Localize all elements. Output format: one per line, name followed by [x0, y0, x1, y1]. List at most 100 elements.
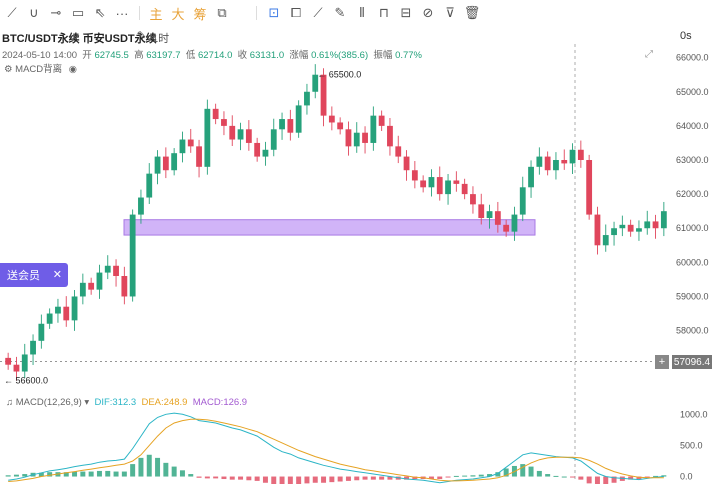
macd-histogram-bar	[611, 476, 617, 483]
macd-y-tick-label: 500.0	[680, 440, 703, 450]
macd-histogram-bar	[146, 454, 152, 477]
candle-body	[21, 354, 28, 372]
promo-label[interactable]: 送会员	[7, 270, 40, 282]
macd-legend: ♫ MACD(12,26,9) ▾ DIF:312.3 DEA:248.9 MA…	[6, 397, 247, 408]
candle-body	[644, 221, 651, 229]
macd-histogram-bar	[38, 472, 44, 477]
dropdown-icon[interactable]: ▾	[84, 397, 90, 408]
candle-body	[553, 160, 559, 171]
macd-histogram-bar	[80, 471, 86, 477]
y-tick-label: 63000.0	[676, 155, 709, 165]
clone-icon[interactable]: ⧠	[290, 5, 302, 20]
current-price-badge: 57096.4	[672, 355, 712, 369]
macd-histogram-bar	[379, 476, 385, 480]
ohlc-datetime: 2024-05-10 14:00	[2, 50, 78, 61]
macd-value: MACD:126.9	[192, 397, 248, 408]
dif-value: DIF:312.3	[94, 397, 137, 408]
macd-histogram-bar	[246, 476, 252, 481]
candle-body	[395, 146, 402, 157]
candle-body	[270, 129, 277, 150]
expand-icon[interactable]: ⤢	[645, 49, 653, 60]
high-annotation: ← 65500.0	[317, 70, 361, 80]
toolbar-divider	[256, 6, 257, 20]
eye-icon[interactable]: ◉	[68, 64, 78, 75]
rectangle-icon[interactable]: ▭	[71, 5, 85, 20]
candle-body	[212, 108, 219, 120]
path-icon[interactable]: ⇖	[94, 5, 106, 20]
candle-body	[660, 211, 667, 229]
macd-histogram-bar	[536, 470, 542, 477]
y-tick-label: 58000.0	[676, 326, 709, 336]
macd-histogram-bar	[213, 476, 219, 479]
candle-body	[461, 183, 468, 195]
macd-histogram-bar	[296, 476, 302, 484]
interval-selector[interactable]: 1时	[152, 33, 170, 45]
indicator-icon[interactable]: ⧉	[217, 5, 227, 20]
candle-body	[254, 142, 261, 157]
candle-body	[536, 156, 543, 167]
compare-icon[interactable]: ⊡	[268, 5, 280, 20]
candle-body	[304, 91, 310, 106]
macd-histogram-bar	[478, 474, 484, 477]
change-label: 涨幅	[289, 50, 309, 61]
candle-body	[478, 204, 485, 218]
drawing-toolbar: ⟋ ∪ ⊸ ▭ ⇖ ··· 主大筹 ⧉ ⊡ ⧠ ⟋ ✎ ⫴ ⊓ ⊟ ⊘ ⊽ 🗑	[0, 0, 712, 28]
y-tick-label: 64000.0	[676, 121, 709, 131]
macd-histogram-bar	[22, 474, 28, 477]
add-alert-button[interactable]: +	[655, 355, 669, 369]
ruler-icon[interactable]: ⟋	[313, 5, 323, 20]
text-icon[interactable]: ⊟	[400, 5, 412, 20]
promo-banner[interactable]: 送会员 ✕	[0, 263, 68, 287]
macd-histogram-bar	[354, 476, 360, 481]
macd-histogram-bar	[47, 472, 53, 477]
candle-body	[221, 119, 227, 126]
main-chart-button[interactable]: 主	[149, 6, 163, 22]
horizontal-line-icon[interactable]: ⊸	[50, 5, 62, 20]
macd-histogram-bar	[362, 476, 368, 480]
macd-label[interactable]: MACD(12,26,9)	[15, 397, 82, 408]
candle-body	[602, 235, 609, 246]
trash-icon[interactable]: 🗑	[463, 5, 481, 20]
macd-histogram-bar	[63, 472, 69, 477]
lock-icon[interactable]: ⊓	[378, 5, 390, 20]
candle-body	[428, 177, 435, 188]
low-annotation: ← 56600.0	[4, 375, 48, 385]
settings-icon[interactable]: ⚙	[4, 64, 13, 75]
macd-histogram-bar	[262, 476, 268, 483]
trend-line-icon[interactable]: ⟋	[7, 5, 17, 20]
close-value: 63131.0	[249, 50, 285, 61]
magnet-icon[interactable]: ⊘	[422, 5, 434, 20]
edit-symbol-icon[interactable]: ✎	[137, 30, 147, 42]
big-order-button[interactable]: 大	[171, 6, 185, 22]
brush-icon[interactable]: ✎	[334, 5, 346, 20]
candle-body	[55, 306, 61, 314]
candle-body	[5, 357, 12, 365]
amplitude-value: 0.77%	[395, 50, 422, 61]
close-icon[interactable]: ✕	[52, 269, 62, 281]
candle-body	[88, 282, 95, 290]
y-tick-label: 60000.0	[676, 257, 709, 267]
bell-icon[interactable]: ♫	[6, 397, 14, 408]
candle-body	[420, 180, 427, 188]
filter-icon[interactable]: ⊽	[445, 5, 455, 20]
more-icon[interactable]: ···	[115, 5, 129, 21]
curve-icon[interactable]: ∪	[29, 5, 39, 20]
candle-body	[104, 265, 111, 273]
indicator-name[interactable]: MACD背离	[15, 64, 63, 75]
dea-line	[8, 418, 664, 482]
symbol-title[interactable]: BTC/USDT永续 币安USDT永续	[2, 33, 157, 45]
candle-body	[470, 194, 476, 205]
candle-body	[138, 197, 144, 215]
macd-histogram-bar	[628, 476, 634, 480]
macd-histogram-bar	[428, 476, 434, 480]
macd-histogram-bar	[13, 474, 19, 477]
change-value: 0.61%(385.6)	[311, 50, 369, 61]
candle-body	[13, 364, 20, 372]
macd-histogram-bar	[337, 476, 343, 482]
candle-body	[619, 224, 626, 229]
candlestick-icon[interactable]: ⫴	[359, 5, 365, 20]
macd-histogram-bar	[345, 476, 351, 481]
candle-body	[179, 139, 186, 154]
chip-distribution-button[interactable]: 筹	[193, 6, 207, 22]
